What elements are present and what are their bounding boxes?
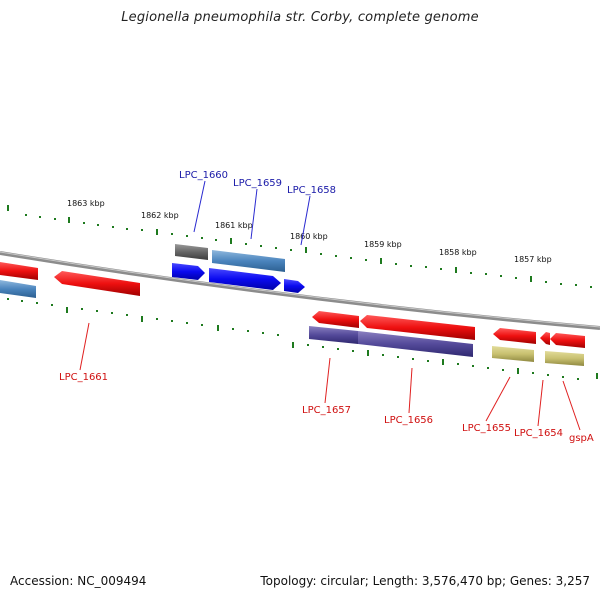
outer-tick-ring bbox=[7, 205, 592, 288]
leader-lines-blue bbox=[193, 180, 311, 246]
gene-feature-lpc-1659[interactable] bbox=[212, 250, 285, 272]
kbp-label-1859: 1859 kbp bbox=[364, 240, 402, 249]
gene-feature-purple-2[interactable] bbox=[358, 331, 473, 357]
kbp-label-1857: 1857 kbp bbox=[514, 255, 552, 264]
gene-feature-lpc-1661[interactable] bbox=[54, 271, 140, 296]
gene-feature-blue-long[interactable] bbox=[209, 268, 281, 290]
gene-label-lpc-1656[interactable]: LPC_1656 bbox=[384, 415, 433, 426]
gene-label-lpc-1657[interactable]: LPC_1657 bbox=[302, 405, 351, 416]
gene-feature-gray[interactable] bbox=[175, 244, 208, 260]
genome-summary-text: Topology: circular; Length: 3,576,470 bp… bbox=[260, 574, 590, 588]
gene-feature-khaki-1[interactable] bbox=[492, 346, 534, 362]
gene-feature-lpc-1661-partial[interactable] bbox=[0, 262, 38, 280]
gene-label-lpc-1658[interactable]: LPC_1658 bbox=[287, 185, 336, 196]
gene-label-lpc-1661[interactable]: LPC_1661 bbox=[59, 372, 108, 383]
gene-feature-left-steel[interactable] bbox=[0, 280, 36, 298]
gene-feature-lpc-1660[interactable] bbox=[172, 263, 205, 280]
gene-feature-lpc-1656[interactable] bbox=[360, 315, 475, 340]
kbp-label-1858: 1858 kbp bbox=[439, 248, 477, 257]
genome-title: Legionella pneumophila str. Corby, compl… bbox=[121, 10, 479, 25]
gene-label-lpc-1660[interactable]: LPC_1660 bbox=[179, 170, 228, 181]
kbp-label-1862: 1862 kbp bbox=[141, 211, 179, 220]
gene-feature-lpc-1658[interactable] bbox=[284, 279, 305, 293]
kbp-label-1861: 1861 kbp bbox=[215, 221, 253, 230]
gene-label-gspa[interactable]: gspA bbox=[569, 433, 594, 444]
leader-lines-red bbox=[79, 322, 581, 431]
accession-text: Accession: NC_009494 bbox=[10, 574, 147, 588]
gene-feature-lpc-1655[interactable] bbox=[493, 328, 536, 344]
kbp-label-1860: 1860 kbp bbox=[290, 232, 328, 241]
gene-feature-lpc-1657[interactable] bbox=[312, 311, 359, 328]
kbp-label-1863: 1863 kbp bbox=[67, 199, 105, 208]
gene-label-lpc-1655[interactable]: LPC_1655 bbox=[462, 423, 511, 434]
gene-label-lpc-1659[interactable]: LPC_1659 bbox=[233, 178, 282, 189]
gene-feature-gspa[interactable] bbox=[550, 333, 585, 348]
genome-backbone bbox=[0, 251, 600, 330]
gene-feature-lpc-1654[interactable] bbox=[540, 332, 550, 345]
gene-feature-khaki-2[interactable] bbox=[545, 351, 584, 366]
gene-feature-purple-1[interactable] bbox=[309, 326, 358, 344]
gene-label-lpc-1654[interactable]: LPC_1654 bbox=[514, 428, 563, 439]
inner-tick-ring bbox=[7, 298, 598, 380]
